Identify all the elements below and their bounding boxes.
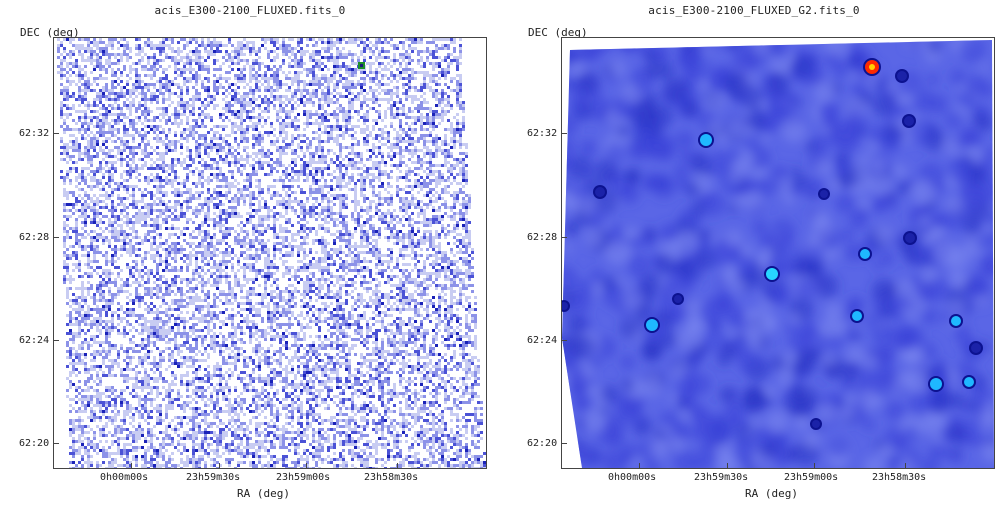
y-tick-label: 62:24 <box>527 335 558 346</box>
x-tick-mark <box>905 463 906 469</box>
panel-title: acis_E300-2100_FLUXED_G2.fits_0 <box>648 4 860 17</box>
y-tick-label: 62:20 <box>19 438 50 449</box>
x-tick-label: 23h59m30s <box>186 472 241 483</box>
x-tick-mark <box>814 463 815 469</box>
x-tick-mark <box>639 463 640 469</box>
y-axis-label: DEC (deg) <box>528 26 588 39</box>
x-tick-mark <box>131 463 132 469</box>
y-tick-mark <box>53 237 59 238</box>
y-tick-label: 62:20 <box>527 438 558 449</box>
y-tick-mark <box>561 237 567 238</box>
panel-title: acis_E300-2100_FLUXED.fits_0 <box>154 4 346 17</box>
x-tick-label: 23h58m30s <box>364 472 419 483</box>
y-tick-label: 62:32 <box>19 128 50 139</box>
y-tick-mark <box>561 340 567 341</box>
image-frame[interactable] <box>53 37 487 469</box>
x-tick-label: 0h00m00s <box>608 472 657 483</box>
y-tick-mark <box>53 443 59 444</box>
image-frame[interactable] <box>561 37 995 469</box>
x-tick-label: 23h59m00s <box>276 472 331 483</box>
y-tick-mark <box>561 133 567 134</box>
y-tick-label: 62:28 <box>527 232 558 243</box>
y-tick-mark <box>561 443 567 444</box>
x-tick-mark <box>219 463 220 469</box>
y-tick-mark <box>53 340 59 341</box>
y-axis-label: DEC (deg) <box>20 26 80 39</box>
x-tick-mark <box>397 463 398 469</box>
smoothed-flux-image[interactable] <box>562 38 994 468</box>
flux-image[interactable] <box>54 38 486 468</box>
left-image-panel: acis_E300-2100_FLUXED.fits_0 DEC (deg) 6… <box>19 4 487 500</box>
right-image-panel: acis_E300-2100_FLUXED_G2.fits_0 DEC (deg… <box>508 0 1000 507</box>
x-tick-label: 0h00m00s <box>100 472 149 483</box>
x-axis-label: RA (deg) <box>745 487 798 500</box>
x-tick-mark <box>727 463 728 469</box>
y-tick-label: 62:24 <box>19 335 50 346</box>
x-tick-label: 23h59m30s <box>694 472 749 483</box>
x-tick-label: 23h59m00s <box>784 472 839 483</box>
y-tick-label: 62:28 <box>19 232 50 243</box>
x-axis-label: RA (deg) <box>237 487 290 500</box>
y-tick-mark <box>53 133 59 134</box>
y-tick-label: 62:32 <box>527 128 558 139</box>
x-tick-mark <box>306 463 307 469</box>
x-tick-label: 23h58m30s <box>872 472 927 483</box>
